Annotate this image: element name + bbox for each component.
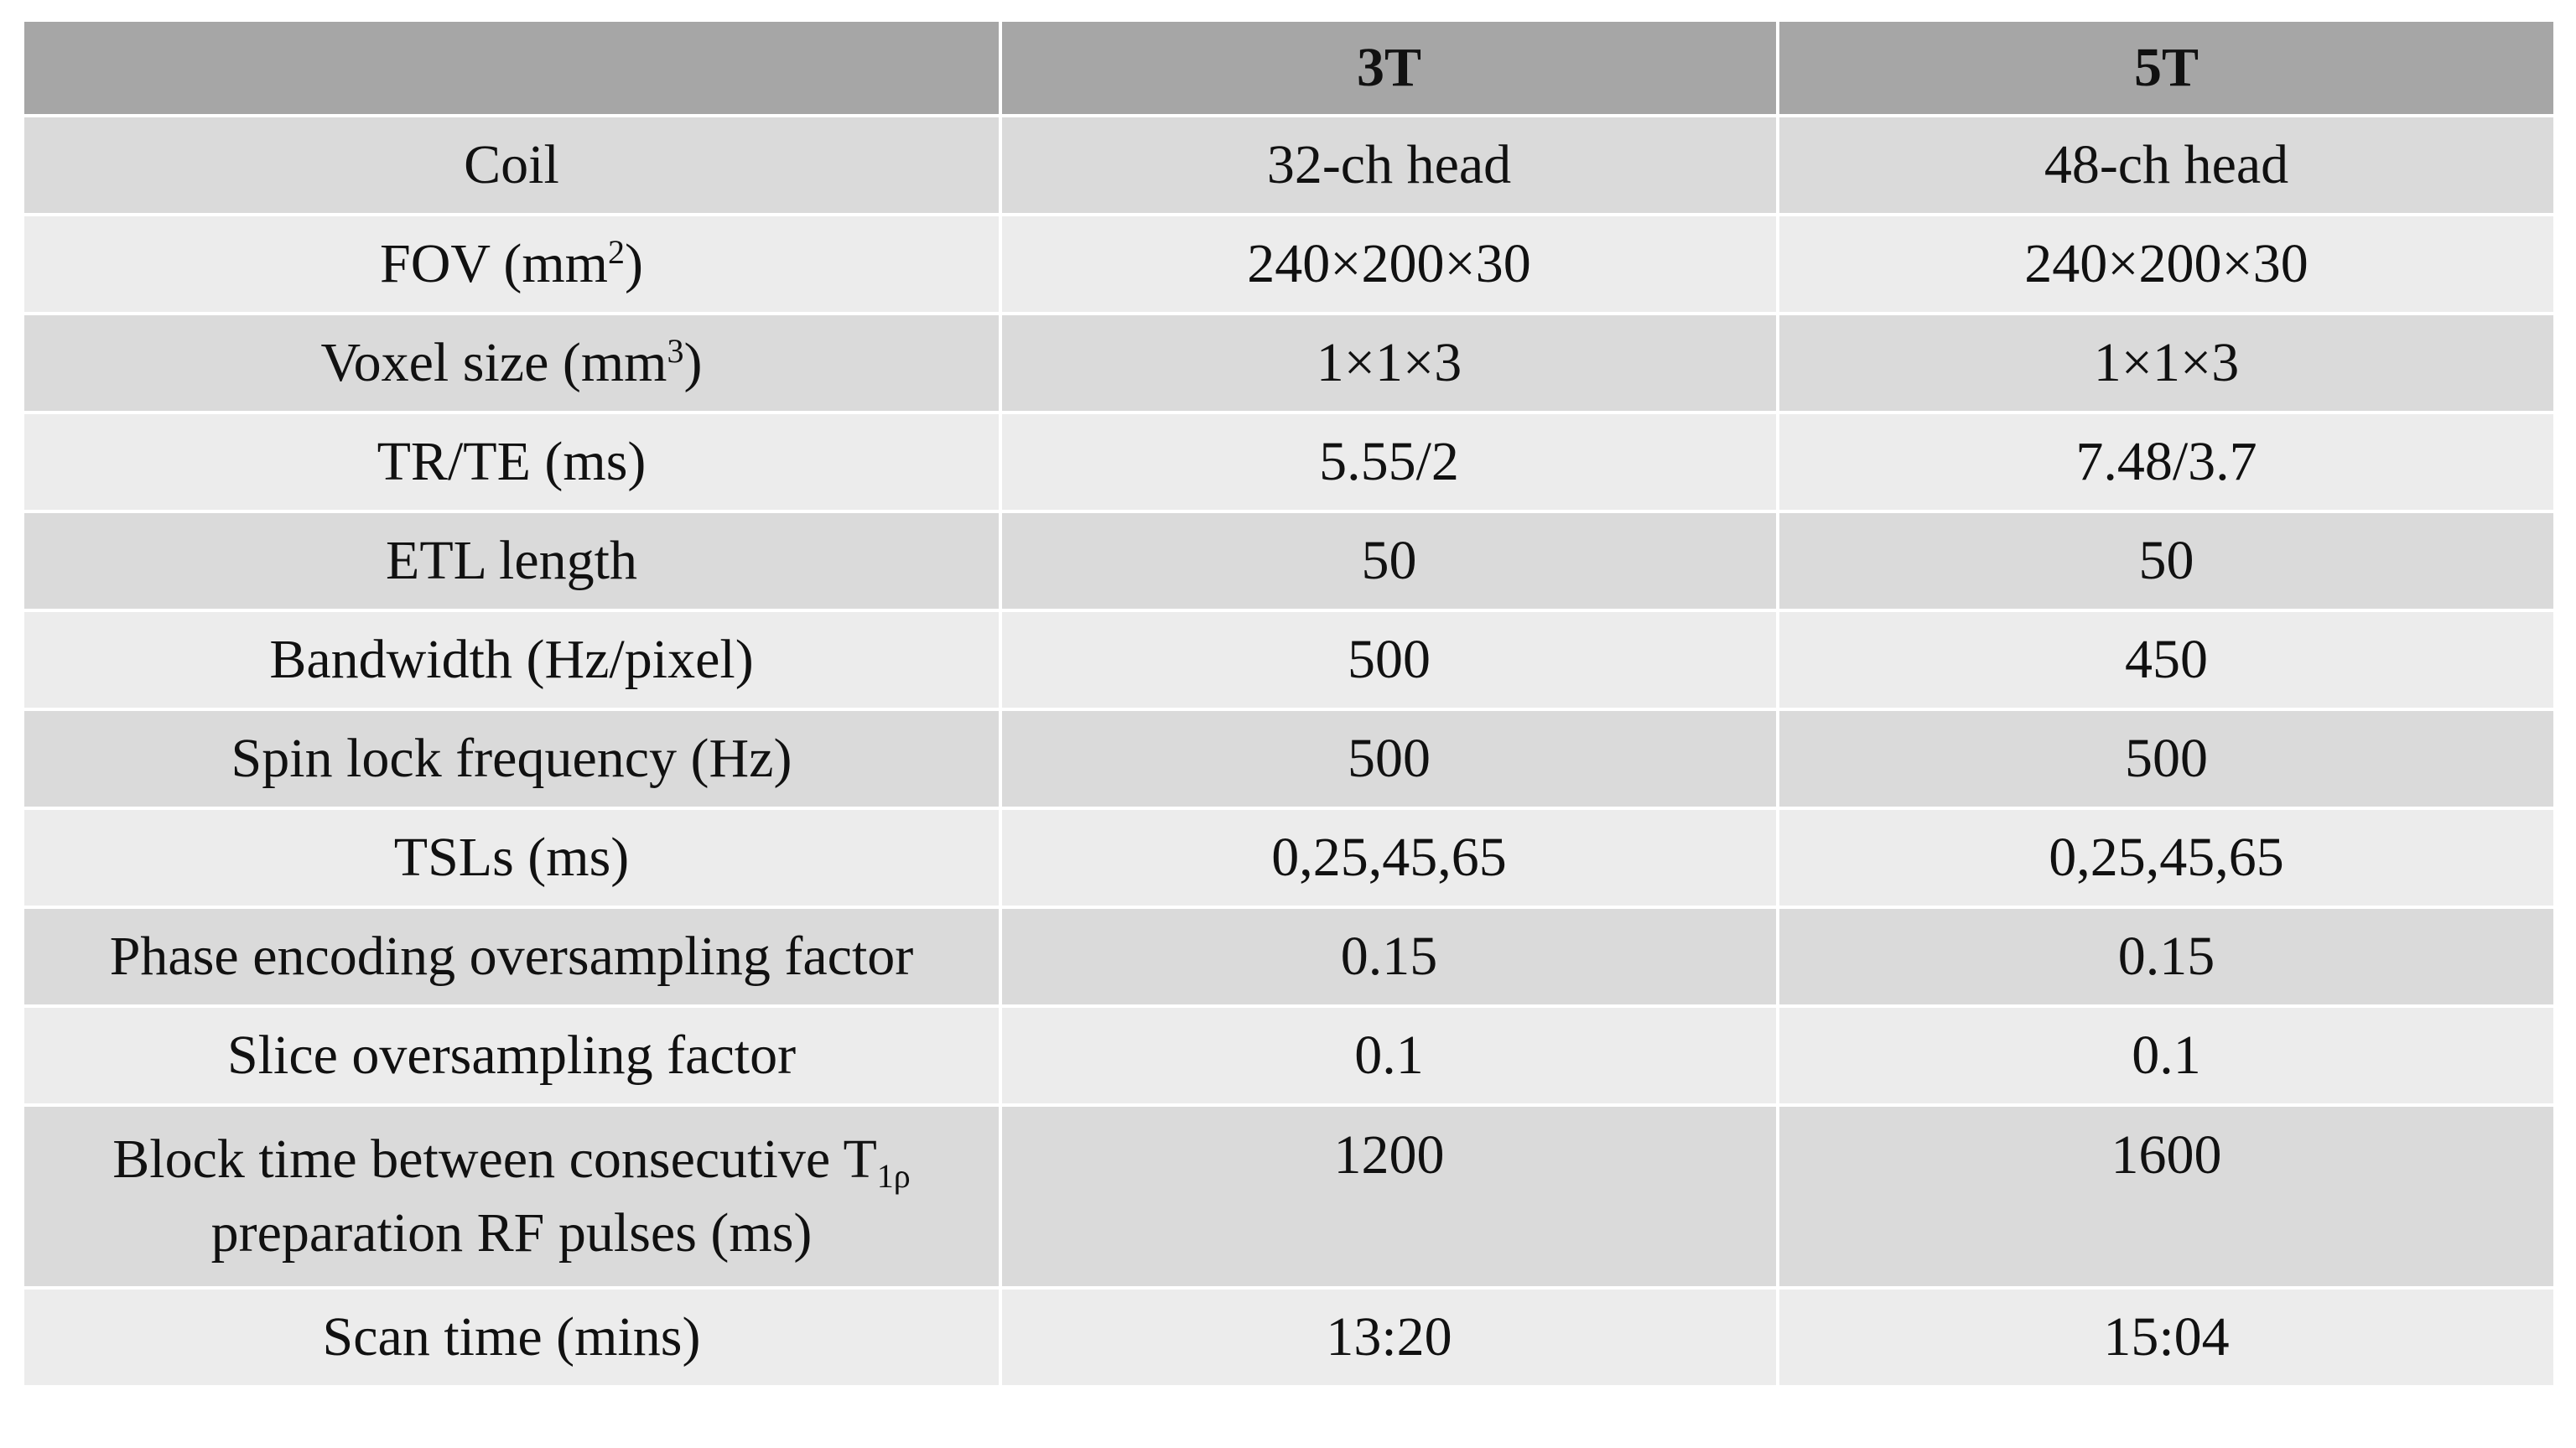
row: Voxel size (mm3) 1×1×3 1×1×3 [21,312,2557,414]
header-row: 3T 5T [21,18,2557,117]
header-cell: 5T [1776,18,2557,117]
value-cell: 0.15 [1776,906,2557,1008]
row-label: TR/TE (ms) [21,411,1002,513]
label-line: Scan time (mins) [33,1300,990,1374]
value-cell: 7.48/3.7 [1776,411,2557,513]
value-cell: 240×200×30 [999,213,1779,315]
row-label: FOV (mm2) [21,213,1002,315]
label-line: Bandwidth (Hz/pixel) [33,623,990,697]
label-text: preparation RF pulses (ms) [210,1202,813,1264]
value-cell: 500 [999,609,1779,711]
label-line: Coil [33,128,990,202]
value-cell: 500 [999,708,1779,810]
label-line: Spin lock frequency (Hz) [33,722,990,796]
row-label: Phase encoding oversampling factor [21,906,1002,1008]
row-label: Voxel size (mm3) [21,312,1002,414]
label-line: Block time between consecutive T1ρ [33,1123,990,1196]
label-line: TR/TE (ms) [33,425,990,499]
label-text: Block time between consecutive T [112,1129,877,1190]
row: Bandwidth (Hz/pixel) 500 450 [21,609,2557,711]
row-label: Scan time (mins) [21,1286,1002,1388]
row-label: Block time between consecutive T1ρ prepar… [21,1103,1002,1290]
table-body: Coil 32-ch head 48-ch head FOV (mm2) 240×200… [21,114,2557,1388]
label-text: FOV (mm [380,233,608,294]
parameter-table: 3T 5T Coil 32-ch head 48-ch head FOV (mm2) 2… [21,18,2557,1388]
label-text: Bandwidth (Hz/pixel) [269,629,754,690]
row-label: ETL length [21,510,1002,612]
value-cell: 450 [1776,609,2557,711]
subscript: 1ρ [876,1157,911,1195]
value-cell: 50 [1776,510,2557,612]
row: FOV (mm2) 240×200×30 240×200×30 [21,213,2557,315]
row-label: Spin lock frequency (Hz) [21,708,1002,810]
label-text: Scan time (mins) [322,1306,701,1368]
row-label: TSLs (ms) [21,807,1002,909]
row-label: Bandwidth (Hz/pixel) [21,609,1002,711]
label-text: Coil [464,134,559,195]
label-line: Phase encoding oversampling factor [33,920,990,994]
header-cell [21,18,1002,117]
value-cell: 0,25,45,65 [1776,807,2557,909]
label-text: Phase encoding oversampling factor [109,926,914,987]
label-line: Slice oversampling factor [33,1019,990,1092]
row: Block time between consecutive T1ρ prepar… [21,1103,2557,1290]
label-line: TSLs (ms) [33,821,990,895]
value-cell: 1200 [999,1103,1779,1290]
row: Slice oversampling factor 0.1 0.1 [21,1004,2557,1107]
label-text: Slice oversampling factor [226,1025,797,1086]
value-cell: 1×1×3 [1776,312,2557,414]
label-text: ) [625,233,643,294]
label-line: Voxel size (mm3) [33,326,990,400]
value-cell: 5.55/2 [999,411,1779,513]
value-cell: 48-ch head [1776,114,2557,216]
value-cell: 240×200×30 [1776,213,2557,315]
superscript: 2 [608,233,625,271]
label-line: ETL length [33,524,990,598]
row: Coil 32-ch head 48-ch head [21,114,2557,216]
row: TR/TE (ms) 5.55/2 7.48/3.7 [21,411,2557,513]
value-cell: 0,25,45,65 [999,807,1779,909]
value-cell: 50 [999,510,1779,612]
row-label: Slice oversampling factor [21,1004,1002,1107]
header-cell: 3T [999,18,1779,117]
row: TSLs (ms) 0,25,45,65 0,25,45,65 [21,807,2557,909]
label-text: TR/TE (ms) [377,431,647,492]
value-cell: 500 [1776,708,2557,810]
label-text: ETL length [386,530,637,591]
row: Spin lock frequency (Hz) 500 500 [21,708,2557,810]
row: Scan time (mins) 13:20 15:04 [21,1286,2557,1388]
value-cell: 0.1 [999,1004,1779,1107]
row-label: Coil [21,114,1002,216]
label-text: Voxel size (mm [320,332,667,393]
value-cell: 1×1×3 [999,312,1779,414]
label-text: ) [683,332,703,393]
superscript: 3 [667,332,684,370]
row: ETL length 50 50 [21,510,2557,612]
value-cell: 13:20 [999,1286,1779,1388]
value-cell: 15:04 [1776,1286,2557,1388]
value-cell: 32-ch head [999,114,1779,216]
value-cell: 0.1 [1776,1004,2557,1107]
label-text: TSLs (ms) [393,827,630,888]
label-text: Spin lock frequency (Hz) [231,728,792,789]
label-line: preparation RF pulses (ms) [33,1196,990,1270]
value-cell: 1600 [1776,1103,2557,1290]
value-cell: 0.15 [999,906,1779,1008]
row: Phase encoding oversampling factor 0.15 0.… [21,906,2557,1008]
label-line: FOV (mm2) [33,227,990,301]
